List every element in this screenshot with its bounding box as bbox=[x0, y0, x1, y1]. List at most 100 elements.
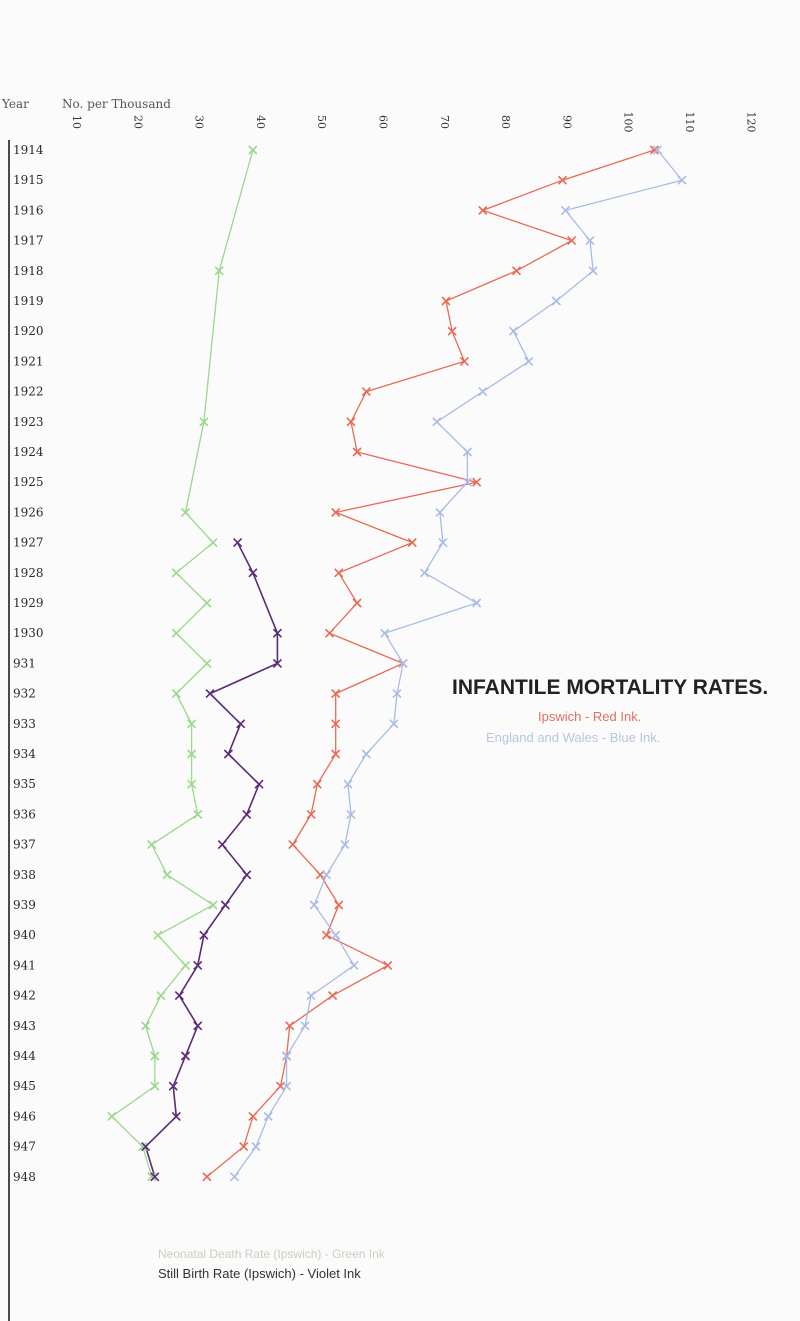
year-label: 1926 bbox=[13, 505, 44, 519]
england-wales-point bbox=[361, 749, 371, 759]
ipswich-point bbox=[441, 296, 451, 306]
ipswich-point bbox=[352, 447, 362, 457]
england-wales-point bbox=[478, 387, 488, 397]
neonatal-point bbox=[202, 658, 212, 668]
ipswich-point bbox=[321, 930, 332, 940]
england-wales-point bbox=[508, 326, 518, 336]
england-wales-point bbox=[462, 447, 473, 457]
neonatal-point bbox=[137, 1142, 148, 1152]
year-label: 1917 bbox=[13, 234, 44, 248]
neonatal-point bbox=[147, 1172, 157, 1182]
neonatal-point bbox=[153, 930, 163, 940]
ipswich-point bbox=[202, 1172, 212, 1182]
neonatal-point bbox=[171, 689, 181, 699]
neonatal-point bbox=[187, 749, 197, 759]
ipswich-point bbox=[352, 598, 362, 608]
england-wales-point bbox=[432, 417, 442, 427]
ipswich-point bbox=[383, 960, 393, 970]
still-birth-point bbox=[205, 689, 215, 699]
england-wales-point bbox=[282, 1081, 292, 1091]
england-wales-point bbox=[398, 658, 408, 668]
still-birth-point bbox=[180, 1051, 191, 1061]
ipswich-point bbox=[328, 991, 338, 1001]
neonatal-line bbox=[110, 149, 254, 1177]
year-label: 1918 bbox=[13, 264, 44, 278]
england-wales-point bbox=[392, 689, 402, 699]
still-birth-point bbox=[168, 1081, 178, 1091]
x-tick-label: 100 bbox=[622, 112, 635, 133]
still-birth-point bbox=[272, 658, 282, 668]
year-label: 1916 bbox=[13, 203, 44, 217]
england-wales-point bbox=[419, 568, 430, 578]
year-label: 946 bbox=[13, 1109, 36, 1123]
still-birth-point bbox=[272, 628, 282, 638]
still-birth-point bbox=[171, 1111, 181, 1121]
england-wales-point bbox=[306, 991, 316, 1001]
year-label: 943 bbox=[13, 1019, 36, 1033]
england-wales-point bbox=[677, 175, 687, 185]
ipswich-point bbox=[306, 809, 316, 819]
x-tick-label: 80 bbox=[499, 115, 512, 129]
england-wales-point bbox=[251, 1142, 261, 1152]
year-label: 940 bbox=[13, 928, 36, 942]
neonatal-point bbox=[187, 719, 197, 729]
still-birth-point bbox=[174, 991, 184, 1001]
ipswich-point bbox=[567, 236, 577, 246]
x-tick-label: 50 bbox=[315, 115, 328, 129]
still-birth-point bbox=[199, 930, 209, 940]
year-label: 1927 bbox=[13, 536, 44, 550]
year-label: 1924 bbox=[13, 445, 44, 459]
neonatal-point bbox=[199, 417, 209, 427]
year-label: 1919 bbox=[13, 294, 44, 308]
england-wales-point bbox=[282, 1051, 292, 1061]
ipswich-point bbox=[478, 205, 488, 215]
ipswich-point bbox=[334, 568, 344, 578]
x-tick-label: 20 bbox=[131, 115, 144, 129]
england-wales-point bbox=[331, 930, 341, 940]
ipswich-point bbox=[649, 145, 659, 155]
england-wales-point bbox=[321, 870, 332, 880]
england-wales-point bbox=[472, 598, 482, 608]
x-tick-label: 10 bbox=[70, 115, 83, 129]
ipswich-point bbox=[334, 900, 344, 910]
still-birth-point bbox=[193, 960, 203, 970]
series-points bbox=[107, 145, 687, 1182]
neonatal-point bbox=[150, 1051, 160, 1061]
year-label: 1920 bbox=[13, 324, 44, 338]
still-birth-point bbox=[193, 1021, 203, 1031]
england-wales-point bbox=[346, 809, 356, 819]
year-label: 1923 bbox=[13, 415, 44, 429]
england-wales-point bbox=[380, 628, 390, 638]
ipswich-point bbox=[447, 326, 457, 336]
year-label: 936 bbox=[13, 807, 36, 821]
neonatal-point bbox=[202, 598, 212, 608]
ipswich-point bbox=[324, 628, 335, 638]
england-wales-point bbox=[389, 719, 399, 729]
ipswich-point bbox=[331, 689, 341, 699]
year-label: 937 bbox=[13, 838, 36, 852]
neonatal-point bbox=[171, 628, 181, 638]
still-birth-point bbox=[217, 840, 227, 850]
year-label: 941 bbox=[13, 958, 36, 972]
england-wales-point bbox=[229, 1172, 240, 1182]
ipswich-point bbox=[557, 175, 568, 185]
england-wales-point bbox=[300, 1021, 310, 1031]
neonatal-point bbox=[180, 507, 191, 517]
still-birth-point bbox=[141, 1142, 151, 1152]
ipswich-point bbox=[511, 266, 522, 276]
year-label: 939 bbox=[13, 898, 36, 912]
england-wales-point bbox=[551, 296, 561, 306]
neonatal-point bbox=[150, 1081, 160, 1091]
year-label: 1925 bbox=[13, 475, 44, 489]
x-tick-label: 60 bbox=[377, 115, 390, 129]
ipswich-point bbox=[248, 1111, 258, 1121]
still-birth-point bbox=[242, 809, 252, 819]
still-birth-point bbox=[242, 870, 252, 880]
year-label: 947 bbox=[13, 1140, 36, 1154]
england-wales-point bbox=[588, 266, 598, 276]
england-wales-point bbox=[343, 779, 353, 789]
neonatal-point bbox=[162, 870, 172, 880]
still-birth-point bbox=[223, 749, 233, 759]
year-label: 938 bbox=[13, 868, 36, 882]
